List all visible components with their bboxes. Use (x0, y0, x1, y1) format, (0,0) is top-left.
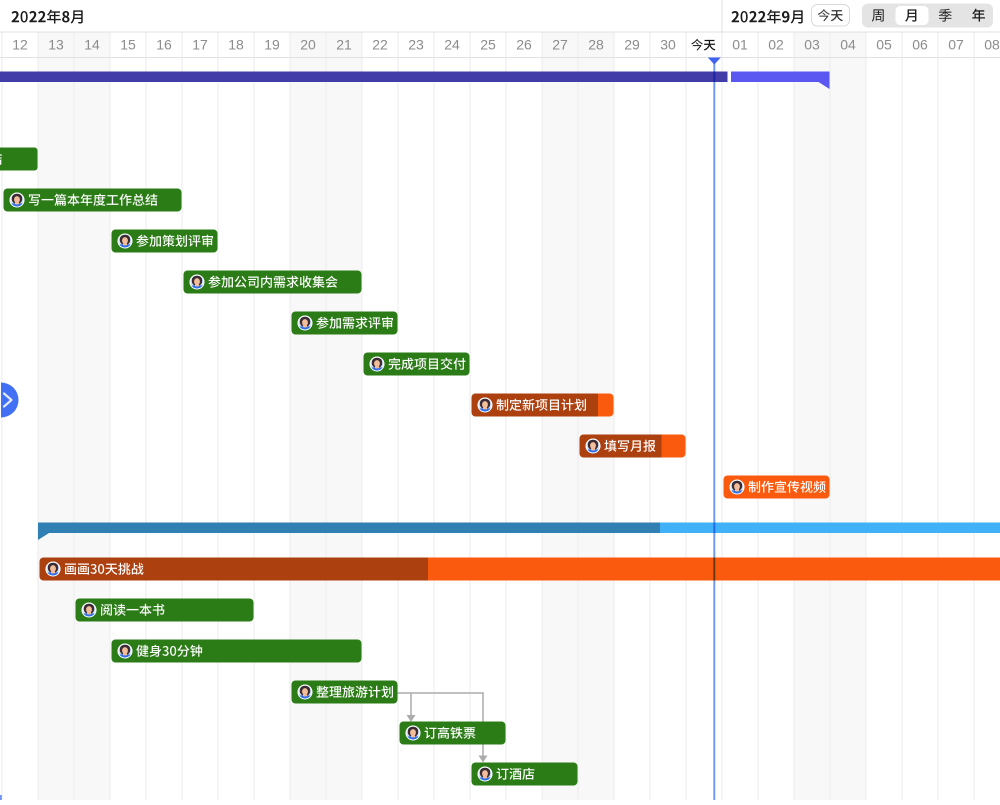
svg-text:20: 20 (300, 37, 316, 53)
svg-text:30: 30 (660, 37, 676, 53)
svg-text:29: 29 (624, 37, 640, 53)
svg-text:05: 05 (876, 37, 892, 53)
svg-text:16: 16 (156, 37, 172, 53)
svg-text:19: 19 (264, 37, 280, 53)
svg-text:17: 17 (192, 37, 208, 53)
svg-text:06: 06 (912, 37, 928, 53)
svg-text:22: 22 (372, 37, 388, 53)
svg-text:21: 21 (336, 37, 352, 53)
svg-text:12: 12 (12, 37, 28, 53)
svg-text:27: 27 (552, 37, 568, 53)
svg-text:14: 14 (84, 37, 100, 53)
svg-text:04: 04 (840, 37, 856, 53)
svg-text:13: 13 (48, 37, 64, 53)
svg-text:24: 24 (444, 37, 460, 53)
svg-text:25: 25 (480, 37, 496, 53)
svg-text:02: 02 (768, 37, 784, 53)
svg-text:28: 28 (588, 37, 604, 53)
svg-text:23: 23 (408, 37, 424, 53)
svg-text:07: 07 (948, 37, 964, 53)
svg-text:26: 26 (516, 37, 532, 53)
svg-text:03: 03 (804, 37, 820, 53)
svg-text:18: 18 (228, 37, 244, 53)
svg-text:01: 01 (732, 37, 748, 53)
svg-text:08: 08 (984, 37, 1000, 53)
svg-text:15: 15 (120, 37, 136, 53)
